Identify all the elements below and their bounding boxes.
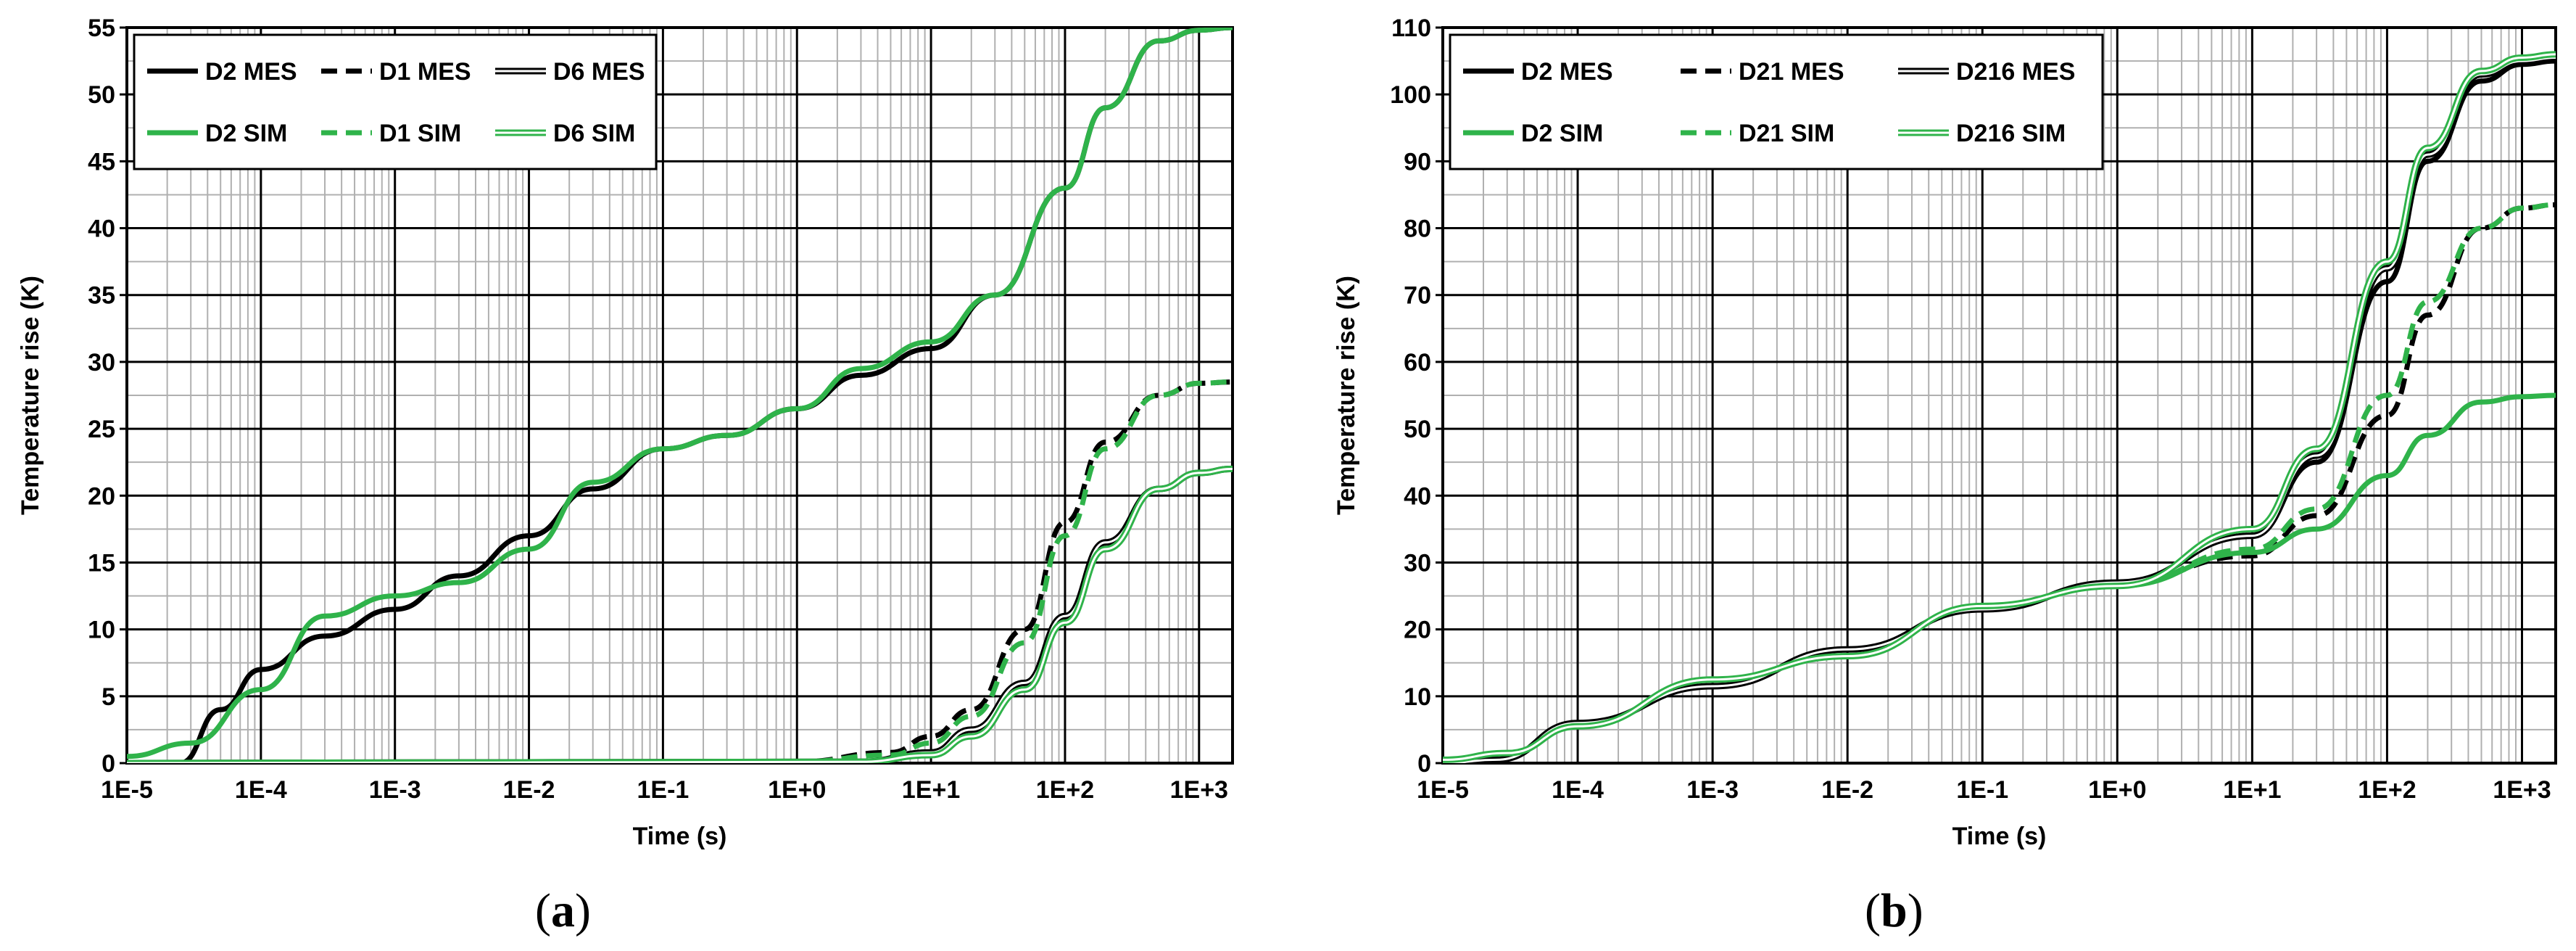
y-tick-label: 10 — [88, 617, 115, 644]
legend-label: D6 MES — [553, 58, 645, 86]
legend-label: D216 SIM — [1956, 120, 2066, 147]
caption-b: (b) — [1865, 884, 1923, 937]
x-tick-label: 1E+3 — [2493, 776, 2551, 804]
y-tick-label: 45 — [88, 148, 115, 176]
legend-label: D21 SIM — [1739, 120, 1834, 147]
x-tick-label: 1E+1 — [2223, 776, 2281, 804]
series-line-d2-sim — [127, 28, 1233, 759]
legend-box — [1449, 33, 2104, 170]
caption-a: (a) — [535, 884, 591, 937]
y-tick-label: 0 — [102, 750, 115, 778]
x-tick-label: 1E-4 — [235, 776, 287, 804]
x-tick-label: 1E-1 — [637, 776, 689, 804]
legend-label: D21 MES — [1739, 58, 1844, 86]
y-tick-label: 30 — [1404, 549, 1431, 577]
legend-label: D1 SIM — [379, 120, 461, 147]
x-tick-label: 1E-5 — [101, 776, 153, 804]
x-tick-label: 1E-2 — [1821, 776, 1873, 804]
x-tick-label: 1E-5 — [1417, 776, 1469, 804]
x-tick-label: 1E+2 — [2358, 776, 2416, 804]
x-axis-label: Time (s) — [633, 823, 727, 850]
y-tick-label: 40 — [88, 215, 115, 243]
legend-label: D1 MES — [379, 58, 471, 86]
y-tick-label: 0 — [1417, 750, 1431, 778]
y-tick-label: 70 — [1404, 282, 1431, 310]
x-tick-label: 1E+3 — [1170, 776, 1228, 804]
x-tick-label: 1E-3 — [369, 776, 421, 804]
y-tick-label: 20 — [1404, 617, 1431, 644]
y-tick-label: 50 — [88, 81, 115, 109]
y-axis-label: Temperature rise (K) — [1333, 276, 1360, 515]
series-group — [127, 28, 1233, 763]
y-tick-label: 80 — [1404, 215, 1431, 243]
y-tick-label: 110 — [1391, 15, 1431, 42]
series-group — [1443, 51, 2556, 763]
x-tick-label: 1E-1 — [1956, 776, 2008, 804]
y-tick-label: 35 — [88, 282, 115, 310]
series-line-d21-sim — [1443, 202, 2556, 762]
legend-box — [133, 33, 658, 170]
x-tick-label: 1E-4 — [1552, 776, 1604, 804]
series-line-d6-sim-inner — [127, 467, 1233, 763]
series-line-d2-sim — [1443, 392, 2556, 762]
series-line-d1-mes — [127, 379, 1233, 763]
y-tick-label: 90 — [1404, 148, 1431, 176]
legend-label: D2 SIM — [205, 120, 287, 147]
legend-label: D216 MES — [1956, 58, 2075, 86]
legend-label: D6 SIM — [553, 120, 635, 147]
series-line-d21-mes — [1443, 202, 2556, 763]
chart-panel-a: 1E-5 1E-4 1E-3 1E-2 1E-1 1E+0 1E+1 1E+2 1E+3 0 5 10… — [17, 15, 1234, 850]
y-tick-label: 20 — [88, 482, 115, 510]
y-tick-label: 40 — [1404, 482, 1431, 510]
legend: D2 MES D21 MES D216 MES D2 SIM D21 SIM D216 S… — [1449, 33, 2104, 170]
series-line-d6-mes-inner — [127, 467, 1233, 763]
x-tick-label: 1E-2 — [503, 776, 555, 804]
y-tick-label: 55 — [88, 15, 115, 42]
chart-panel-b: 1E-5 1E-4 1E-3 1E-2 1E-1 1E+0 1E+1 1E+2 1E+3 0 10 2… — [1333, 15, 2557, 850]
legend-label: D2 MES — [1521, 58, 1613, 86]
series-line-d1-sim — [127, 379, 1233, 763]
y-tick-label: 15 — [88, 549, 115, 577]
x-tick-label: 1E+0 — [768, 776, 826, 804]
legend-label: D2 SIM — [1521, 120, 1603, 147]
y-tick-label: 100 — [1390, 81, 1431, 109]
y-tick-label: 50 — [1404, 416, 1431, 443]
x-tick-label: 1E+0 — [2088, 776, 2146, 804]
y-tick-label: 5 — [102, 683, 115, 711]
y-tick-label: 30 — [88, 349, 115, 376]
x-tick-label: 1E-3 — [1686, 776, 1739, 804]
legend: D2 MES D1 MES D6 MES D2 SIM D1 SIM D6 SIM — [133, 33, 658, 170]
y-axis-label: Temperature rise (K) — [17, 276, 44, 515]
y-tick-label: 60 — [1404, 349, 1431, 376]
y-tick-label: 25 — [88, 416, 115, 443]
legend-label: D2 MES — [205, 58, 297, 86]
x-tick-label: 1E+2 — [1036, 776, 1094, 804]
series-line-d216-sim-inner — [1443, 53, 2556, 761]
x-tick-label: 1E+1 — [902, 776, 960, 804]
y-tick-label: 10 — [1404, 683, 1431, 711]
x-axis-label: Time (s) — [1952, 823, 2047, 850]
